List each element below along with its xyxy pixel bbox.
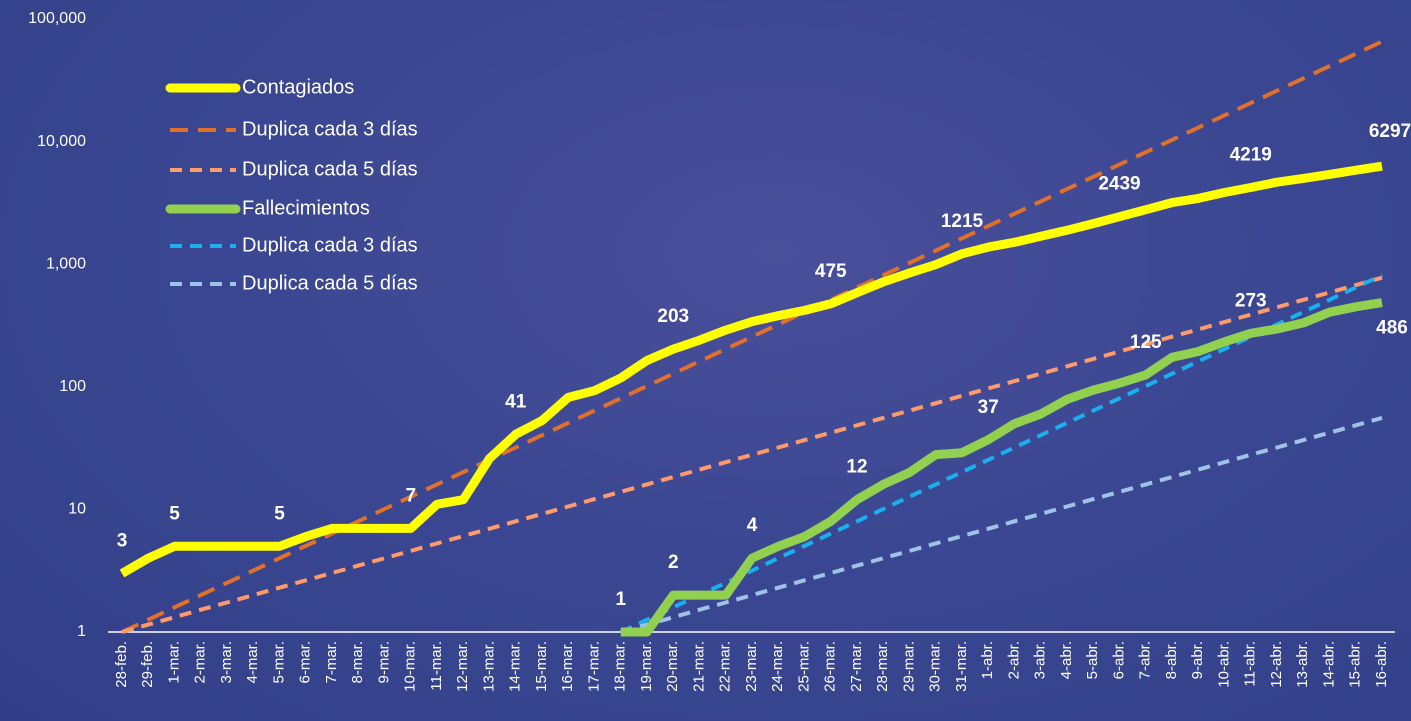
x-tick-label: 14-mar. [507,641,524,692]
x-tick-label: 30-mar. [927,641,944,692]
data-label: 3 [117,531,128,552]
data-label: 203 [657,306,689,327]
data-label: 1 [615,589,626,610]
x-tick-label: 16-abr. [1373,641,1390,688]
x-tick-label: 5-abr. [1084,641,1101,679]
x-tick-label: 26-mar. [822,641,839,692]
data-label: 475 [815,261,847,282]
x-tick-label: 28-feb. [113,641,130,688]
legend-label: Contagiados [242,76,354,98]
x-tick-label: 9-abr. [1189,641,1206,679]
y-tick-label: 100,000 [28,10,86,27]
data-label: 5 [274,503,285,524]
x-tick-label: 4-mar. [244,641,261,684]
legend-label: Fallecimientos [242,197,370,219]
x-tick-label: 2-abr. [1005,641,1022,679]
data-label: 5 [169,503,180,524]
y-tick-label: 1,000 [46,255,86,272]
y-tick-label: 1 [77,623,86,640]
x-tick-label: 6-mar. [297,641,314,684]
legend-label: Duplica cada 3 días [242,234,418,256]
data-label: 12 [846,457,867,478]
data-label: 41 [505,391,527,412]
data-label: 7 [405,485,416,506]
x-tick-label: 4-abr. [1058,641,1075,679]
legend-label: Duplica cada 5 días [242,158,418,180]
series-line [620,298,1383,637]
x-tick-label: 1-mar. [165,641,182,684]
x-tick-label: 20-mar. [664,641,681,692]
series-line [620,415,1383,634]
x-tick-label: 13-abr. [1294,641,1311,688]
x-tick-label: 8-mar. [349,641,366,684]
x-tick-label: 18-mar. [612,641,629,692]
data-label: 486 [1376,318,1408,339]
x-tick-label: 12-abr. [1268,641,1285,688]
x-tick-label: 21-mar. [690,641,707,692]
x-tick-label: 2-mar. [192,641,209,684]
x-tick-label: 31-mar. [953,641,970,692]
x-tick-label: 28-mar. [874,641,891,692]
data-label: 125 [1130,332,1162,353]
x-tick-label: 17-mar. [585,641,602,692]
x-tick-label: 3-abr. [1032,641,1049,679]
x-tick-label: 14-abr. [1320,641,1337,688]
x-tick-label: 11-mar. [428,641,445,691]
x-tick-label: 6-abr. [1110,641,1127,679]
legend-label: Duplica cada 5 días [242,272,418,294]
x-tick-label: 5-mar. [270,641,287,684]
x-tick-label: 29-mar. [900,641,917,692]
x-tick-label: 3-mar. [218,641,235,684]
x-tick-label: 1-abr. [979,641,996,679]
x-tick-label: 8-abr. [1163,641,1180,679]
x-tick-label: 10-mar. [402,641,419,692]
x-tick-label: 23-mar. [743,641,760,692]
data-label: 37 [978,397,999,418]
data-label: 2439 [1098,174,1140,195]
x-tick-label: 29-feb. [139,641,156,688]
data-label: 4219 [1230,145,1272,166]
x-tick-label: 12-mar. [454,641,471,692]
x-tick-label: 15-mar. [533,641,550,692]
x-tick-label: 7-abr. [1137,641,1154,679]
x-tick-label: 13-mar. [480,641,497,692]
data-label: 273 [1235,290,1267,311]
series-line [121,275,1383,634]
series-line [119,161,1383,578]
y-tick-label: 100 [59,378,86,395]
x-tick-label: 10-abr. [1215,641,1232,688]
x-tick-label: 11-abr. [1242,641,1259,687]
data-label: 1215 [941,211,984,232]
series-line [121,39,1383,634]
x-tick-label: 16-mar. [559,641,576,692]
x-tick-label: 24-mar. [769,641,786,692]
x-tick-label: 22-mar. [717,641,734,692]
data-label: 2 [668,552,679,573]
data-label: 4 [747,515,758,536]
y-tick-label: 10,000 [37,133,86,150]
x-tick-label: 25-mar. [795,641,812,692]
x-tick-label: 7-mar. [323,641,340,684]
x-tick-label: 19-mar. [638,641,655,692]
x-tick-label: 15-abr. [1347,641,1364,688]
x-tick-label: 27-mar. [848,641,865,692]
y-tick-label: 10 [68,501,86,518]
legend-label: Duplica cada 3 días [242,118,418,140]
x-tick-label: 9-mar. [375,641,392,684]
data-label: 6297 [1369,121,1411,142]
